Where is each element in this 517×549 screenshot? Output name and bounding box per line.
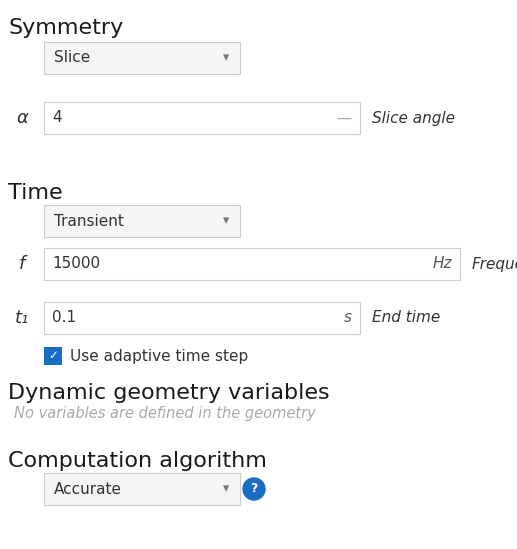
Text: No variables are defined in the geometry: No variables are defined in the geometry: [14, 406, 316, 421]
Text: ✓: ✓: [48, 350, 58, 362]
Text: Accurate: Accurate: [54, 481, 122, 496]
Text: Time: Time: [8, 183, 63, 203]
FancyBboxPatch shape: [44, 42, 240, 74]
FancyBboxPatch shape: [44, 347, 62, 365]
FancyBboxPatch shape: [44, 473, 240, 505]
Text: —: —: [337, 110, 352, 126]
Circle shape: [243, 478, 265, 500]
Text: Frequency: Frequency: [472, 256, 517, 272]
Text: ▾: ▾: [223, 52, 229, 64]
Text: α: α: [16, 109, 28, 127]
Text: 4: 4: [52, 110, 62, 126]
Text: Symmetry: Symmetry: [8, 18, 123, 38]
Text: Computation algorithm: Computation algorithm: [8, 451, 267, 471]
Text: 15000: 15000: [52, 256, 100, 272]
FancyBboxPatch shape: [44, 205, 240, 237]
FancyBboxPatch shape: [44, 302, 360, 334]
Text: s: s: [344, 311, 352, 326]
Text: ▾: ▾: [223, 483, 229, 496]
FancyBboxPatch shape: [44, 248, 460, 280]
Text: Dynamic geometry variables: Dynamic geometry variables: [8, 383, 330, 403]
Text: Hz: Hz: [433, 256, 452, 272]
Text: Use adaptive time step: Use adaptive time step: [70, 349, 248, 363]
Text: t₁: t₁: [15, 309, 29, 327]
Text: End time: End time: [372, 311, 440, 326]
Text: Slice: Slice: [54, 51, 90, 65]
Text: 0.1: 0.1: [52, 311, 76, 326]
Text: ▾: ▾: [223, 215, 229, 227]
Text: ?: ?: [250, 483, 257, 496]
Text: f: f: [19, 255, 25, 273]
FancyBboxPatch shape: [44, 102, 360, 134]
Text: Slice angle: Slice angle: [372, 110, 455, 126]
Text: Transient: Transient: [54, 214, 124, 228]
